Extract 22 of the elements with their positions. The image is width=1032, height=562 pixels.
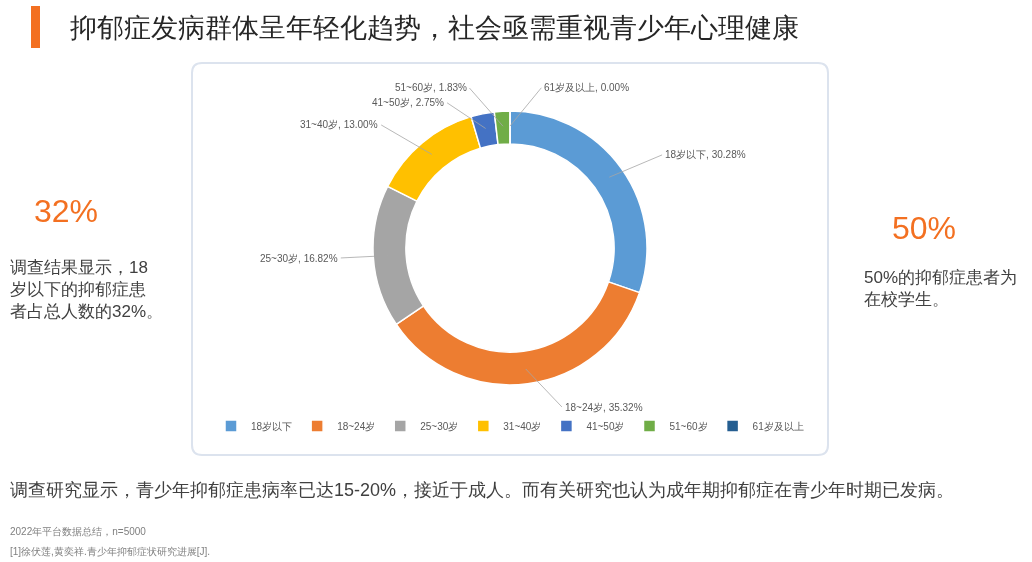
legend-label: 31~40岁 [503,420,542,432]
text: 50% [892,210,957,246]
data-label: 18岁以下, 30.28% [665,149,746,160]
legend-label: 18~24岁 [337,420,376,432]
text: 61岁及以上, 0.00% [544,82,630,93]
legend-label: 51~60岁 [669,420,708,432]
data-label: 18~24岁, 35.32% [565,402,643,413]
text: 32% [34,193,99,229]
legend-label: 18岁以下 [251,420,293,432]
data-label: 51~60岁, 1.83% [395,82,468,93]
text: 调查研究显示，青少年抑郁症患病率已达15-20%，接近于成人。而有关研究也认为成年期抑郁症在青少年时期已发病。 [10,480,955,500]
text: 2022年平台数据总结，n=5000 [10,526,147,537]
text: [1]徐伏莲,黄奕祥.青少年抑郁症状研究进展[J]. [10,546,211,557]
data-label: 31~40岁, 13.00% [300,119,378,130]
legend-label: 41~50岁 [586,420,625,432]
legend-label: 61岁及以上 [752,420,804,432]
legend-label: 25~30岁 [420,420,459,432]
data-label: 41~50岁, 2.75% [372,97,445,108]
text: 调查结果显示，18岁以下的抑郁症患者占总人数的32%。 [10,258,164,322]
data-label: 25~30岁, 16.82% [260,253,338,264]
text: 50%的抑郁症患者为在校学生。 [864,268,1018,310]
chart-title: 抑郁症发病群体呈年轻化趋势，社会亟需重视青少年心理健康 [70,13,799,44]
